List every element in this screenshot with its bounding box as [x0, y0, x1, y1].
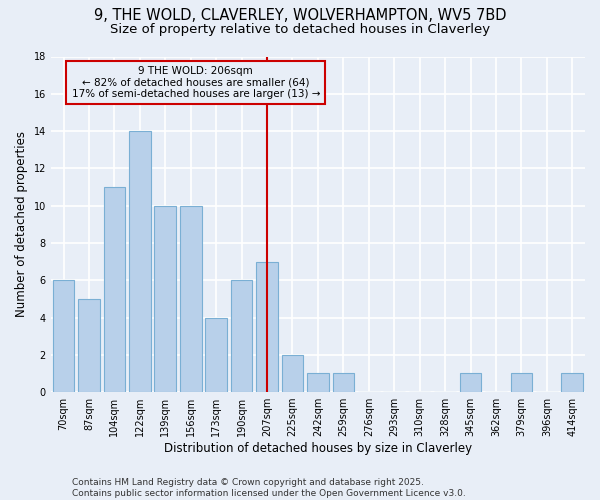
Text: 9, THE WOLD, CLAVERLEY, WOLVERHAMPTON, WV5 7BD: 9, THE WOLD, CLAVERLEY, WOLVERHAMPTON, W… [94, 8, 506, 22]
Bar [78, 299, 100, 392]
Bar [460, 374, 481, 392]
Bar [53, 280, 74, 392]
Text: Size of property relative to detached houses in Claverley: Size of property relative to detached ho… [110, 22, 490, 36]
Bar [281, 355, 303, 392]
Bar [307, 374, 329, 392]
Bar [511, 374, 532, 392]
Bar [231, 280, 253, 392]
Bar [104, 187, 125, 392]
Bar [129, 131, 151, 392]
X-axis label: Distribution of detached houses by size in Claverley: Distribution of detached houses by size … [164, 442, 472, 455]
Bar [256, 262, 278, 392]
Text: Contains HM Land Registry data © Crown copyright and database right 2025.
Contai: Contains HM Land Registry data © Crown c… [72, 478, 466, 498]
Bar [205, 318, 227, 392]
Bar [332, 374, 354, 392]
Bar [562, 374, 583, 392]
Text: 9 THE WOLD: 206sqm
← 82% of detached houses are smaller (64)
17% of semi-detache: 9 THE WOLD: 206sqm ← 82% of detached hou… [71, 66, 320, 99]
Y-axis label: Number of detached properties: Number of detached properties [15, 132, 28, 318]
Bar [180, 206, 202, 392]
Bar [154, 206, 176, 392]
